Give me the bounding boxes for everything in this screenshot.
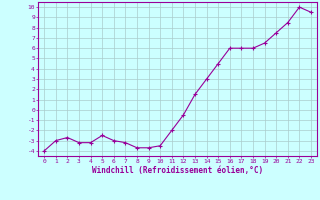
X-axis label: Windchill (Refroidissement éolien,°C): Windchill (Refroidissement éolien,°C): [92, 166, 263, 175]
